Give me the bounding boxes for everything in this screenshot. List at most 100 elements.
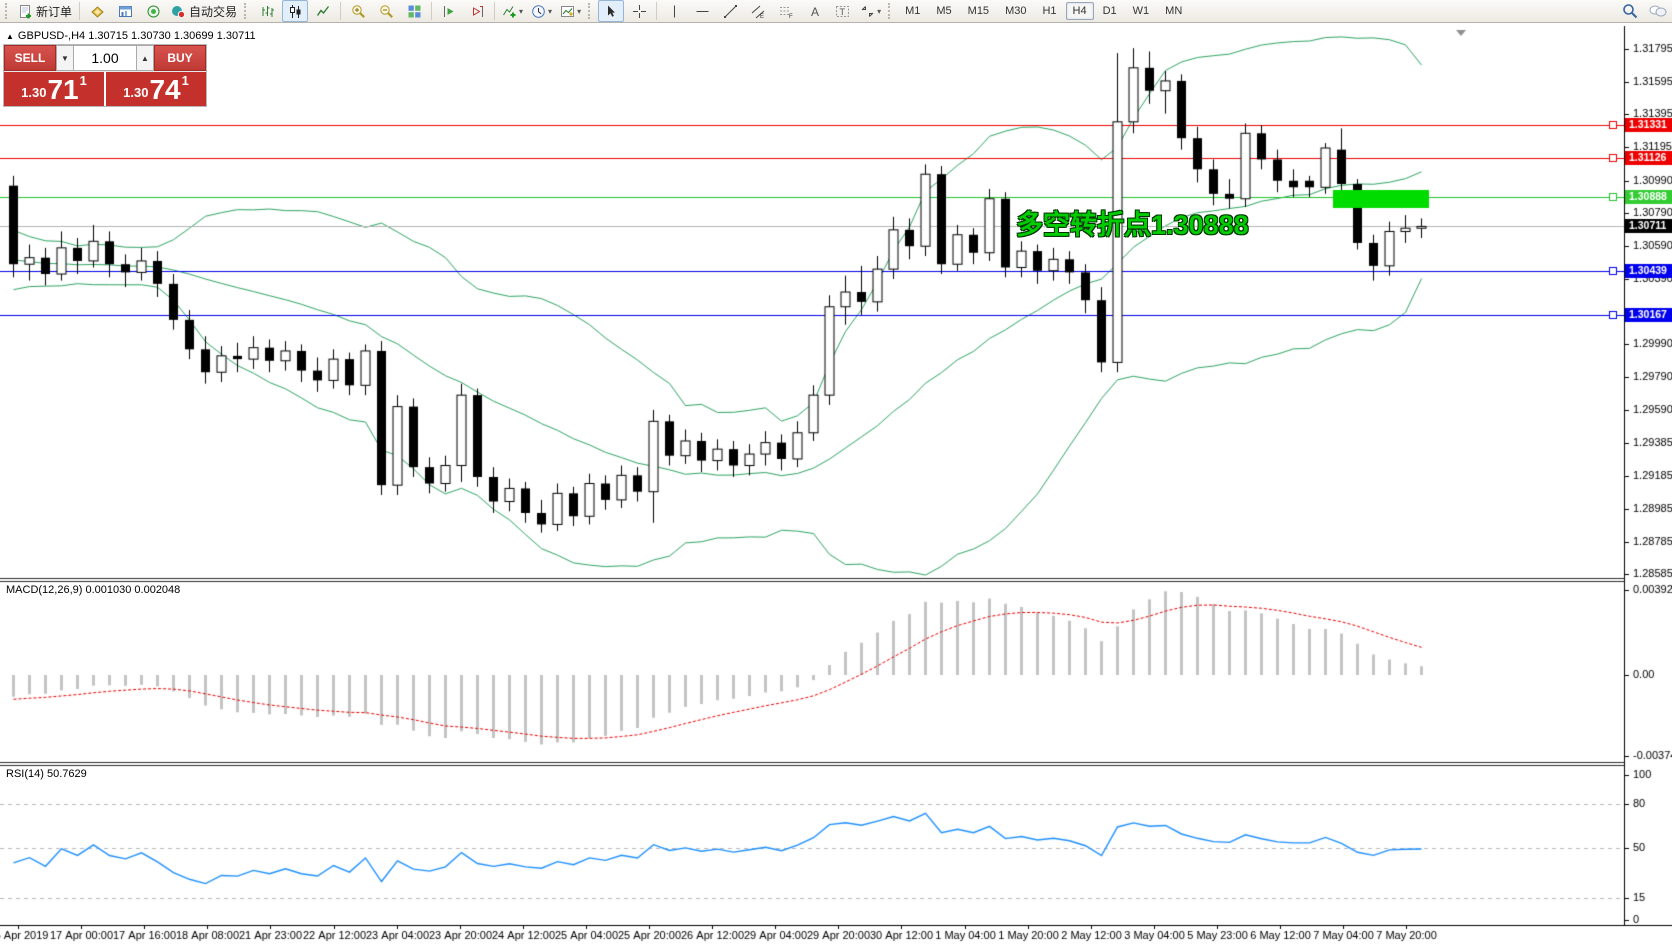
text-label-button[interactable]: T [829,0,855,22]
toolbar-separator [656,2,658,20]
trade-panel-prices: 1.30 71 1 1.30 74 1 [4,72,206,106]
fibonacci-retracement-button[interactable]: F [773,0,799,22]
chart-bars-button[interactable] [254,0,280,22]
equidistant-channel-button[interactable]: E [745,0,771,22]
toolbar-grip[interactable] [888,3,894,19]
text-button[interactable]: A [801,0,827,22]
chat-icon [1649,4,1667,19]
market-watch-icon [118,4,133,19]
equidistant-channel-icon: E [751,4,766,19]
templates-icon [560,4,575,19]
metaeditor-button[interactable] [84,0,110,22]
toolbar-grip[interactable] [588,3,594,19]
chart-annotation-text[interactable]: 多空转折点1.30888 [1016,210,1249,240]
tab-period-w1[interactable]: W1 [1132,5,1150,17]
zoom-in-button[interactable] [345,0,371,22]
svg-text:E: E [760,14,764,19]
new-order-label: 新订单 [36,4,73,19]
templates-dropdown-icon[interactable]: ▾ [577,6,582,16]
arrows-button[interactable]: ▾ [857,0,884,22]
auto-scroll-button[interactable] [436,0,462,22]
text-label-icon: T [835,4,850,19]
tab-period-m5[interactable]: M5 [936,5,952,17]
chart-bars-icon [260,4,275,19]
ohlc-text: GBPUSD-,H4 1.30715 1.30730 1.30699 1.307… [17,30,256,42]
text-icon: A [807,4,822,19]
indicators-button[interactable]: ▾ [499,0,526,22]
toolbar-separator [431,2,433,20]
trendline-icon [723,4,738,19]
buy-price-small: 1.30 [123,85,149,100]
tab-period-m15[interactable]: M15 [967,5,990,17]
vertical-line-icon [667,4,682,19]
chart-shift-button[interactable] [464,0,490,22]
trade-panel-controls: SELL ▼ ▲ BUY [4,45,206,71]
templates-button[interactable]: ▾ [557,0,584,22]
indicators-dropdown-icon[interactable]: ▾ [519,6,524,16]
toolbar-grip[interactable] [244,3,250,19]
chart-candlesticks-button[interactable] [282,0,309,22]
toolbar-grip[interactable] [5,3,11,19]
toolbar-separator [79,2,81,20]
vertical-line-button[interactable] [661,0,687,22]
tile-windows-button[interactable] [401,0,427,22]
sell-price-small: 1.30 [21,85,47,100]
svg-text:F: F [789,14,793,19]
zoom-out-button[interactable] [373,0,399,22]
volume-increase-button[interactable]: ▲ [136,45,154,71]
buy-price-sup: 1 [181,73,189,88]
volume-input[interactable] [74,45,136,71]
tab-period-mn[interactable]: MN [1165,5,1183,17]
tile-windows-icon [407,4,422,19]
horizontal-line-button[interactable] [689,0,715,22]
periods-button[interactable]: ▾ [528,0,555,22]
periods-icon [531,4,546,19]
trendline-button[interactable] [717,0,743,22]
toolbar-separator [340,2,342,20]
toolbar: 新订单 自动交易 ▾ ▾ ▾ E F A T ▾ M1 M5 M15 M30 H1 H4 D1 W1 MN [0,0,1672,23]
crosshair-icon [632,4,647,19]
chart-line-icon [316,4,331,19]
volume-decrease-button[interactable]: ▼ [56,45,74,71]
toolbar-separator [494,2,496,20]
macd-indicator-label: MACD(12,26,9) 0.001030 0.002048 [6,584,181,596]
tab-period-h1[interactable]: H1 [1042,5,1057,17]
svg-text:T: T [839,7,845,17]
fibonacci-retracement-icon: F [779,4,794,19]
collapse-icon[interactable]: ▲ [6,31,14,41]
zoom-in-icon [351,4,366,19]
tab-period-m1[interactable]: M1 [905,5,921,17]
navigator-button[interactable] [140,0,166,22]
tab-period-m30[interactable]: M30 [1005,5,1027,17]
chart-shift-icon [470,4,485,19]
buy-price-button[interactable]: 1.30 74 1 [106,72,206,106]
chat-button[interactable] [1645,0,1671,22]
buy-price-big: 74 [149,74,181,105]
sell-price-big: 71 [47,74,79,105]
tab-period-h4[interactable]: H4 [1065,2,1094,20]
cursor-button[interactable] [598,0,625,22]
auto-trading-icon [171,4,186,19]
arrows-dropdown-icon[interactable]: ▾ [877,6,882,16]
sell-price-button[interactable]: 1.30 71 1 [4,72,104,106]
search-icon [1622,3,1638,19]
buy-button[interactable]: BUY [154,45,206,71]
zoom-out-icon [379,4,394,19]
auto-trading-label: 自动交易 [189,4,238,19]
horizontal-line-icon [695,4,710,19]
periods-dropdown-icon[interactable]: ▾ [548,6,553,16]
crosshair-button[interactable] [626,0,652,22]
search-button[interactable] [1617,0,1643,22]
market-watch-button[interactable] [112,0,138,22]
svg-text:A: A [811,5,819,19]
new-order-icon [18,4,33,19]
sell-price-sup: 1 [79,73,87,88]
chart-line-button[interactable] [310,0,336,22]
one-click-trade-panel: SELL ▼ ▲ BUY 1.30 71 1 1.30 74 1 [3,44,207,107]
sell-button[interactable]: SELL [4,45,56,71]
new-order-button[interactable]: 新订单 [15,0,75,22]
tab-period-d1[interactable]: D1 [1102,5,1117,17]
auto-trading-button[interactable]: 自动交易 [168,0,240,22]
ohlc-readout: ▲ GBPUSD-,H4 1.30715 1.30730 1.30699 1.3… [6,30,256,42]
